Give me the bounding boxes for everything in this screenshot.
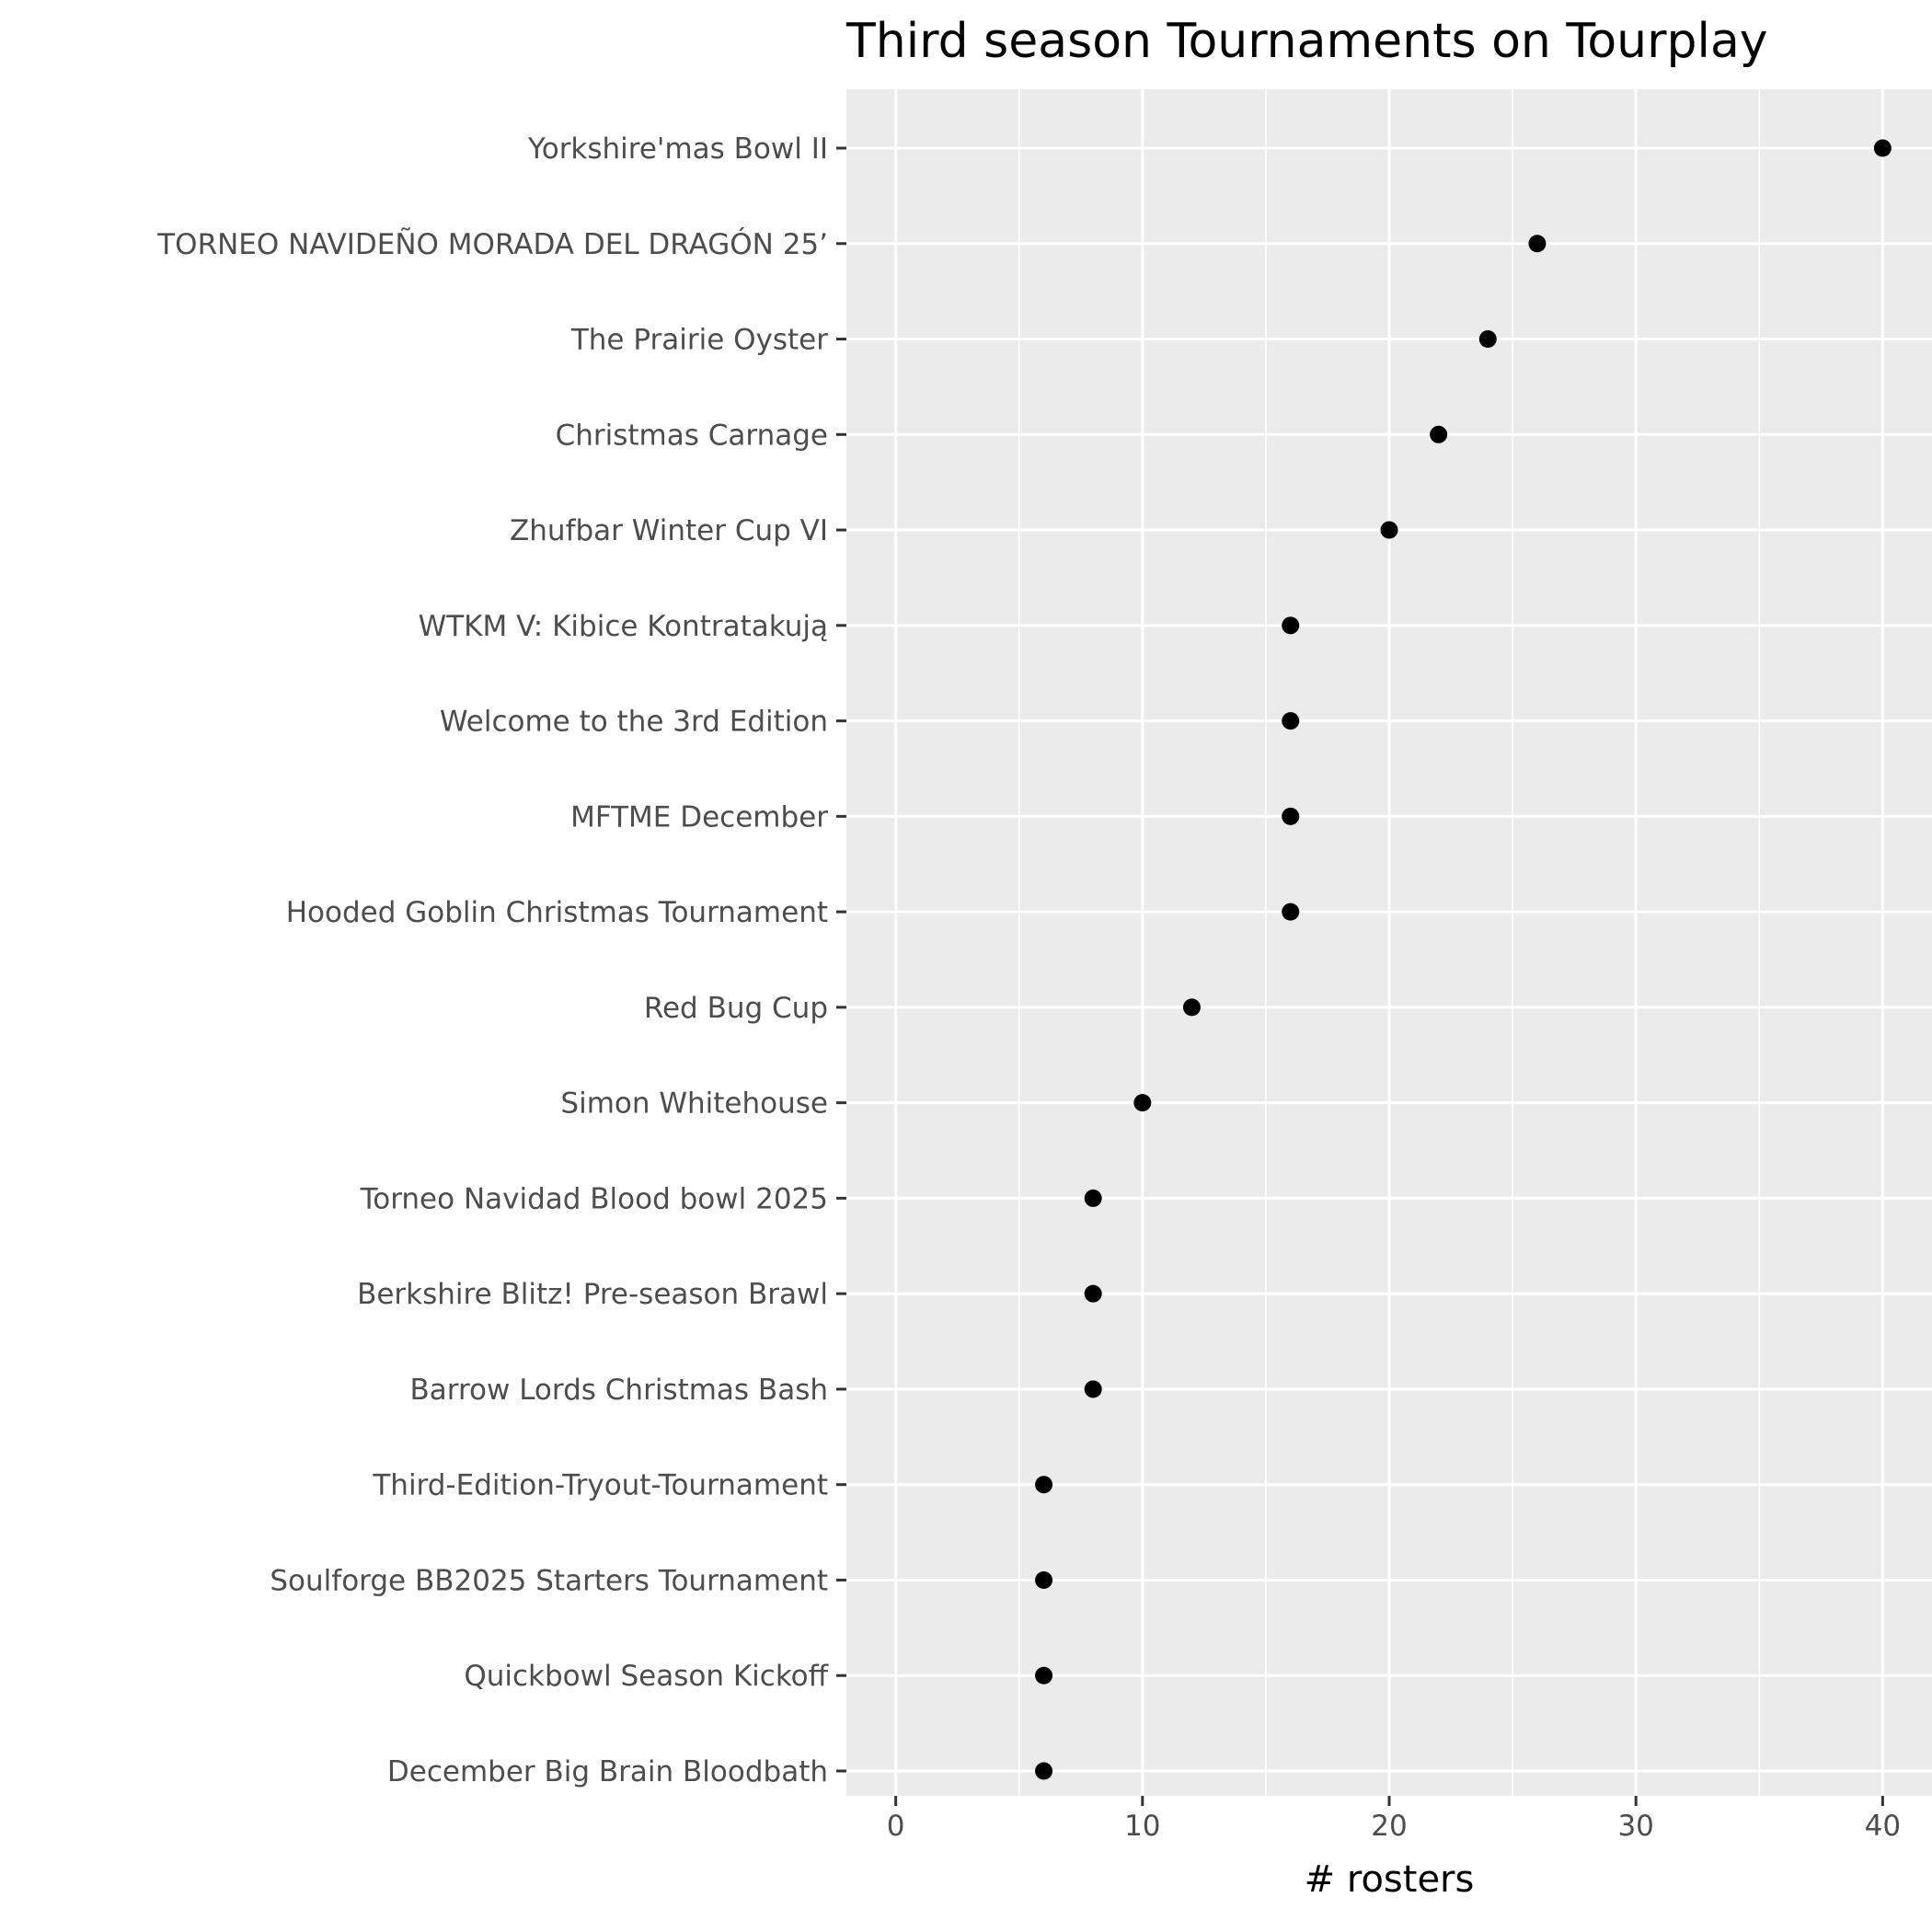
y-tick-label: Hooded Goblin Christmas Tournament <box>286 896 828 929</box>
y-tick-label: Quickbowl Season Kickoff <box>464 1660 828 1693</box>
data-point <box>1035 1666 1053 1685</box>
data-point <box>1035 1476 1053 1494</box>
y-tick-label: Red Bug Cup <box>644 992 828 1025</box>
x-tick-label: 30 <box>1617 1810 1653 1843</box>
data-point <box>1873 139 1892 157</box>
data-point <box>1035 1570 1053 1589</box>
y-tick-label: Third-Edition-Tryout-Tournament <box>372 1469 828 1502</box>
x-tick-label: 10 <box>1124 1810 1160 1843</box>
minor-gridlines <box>1018 89 1761 1796</box>
y-tick-label: Torneo Navidad Blood bowl 2025 <box>360 1182 828 1215</box>
y-tick-label: The Prairie Oyster <box>570 324 828 357</box>
y-tick-label: MFTME December <box>570 800 828 834</box>
y-tick-label: Berkshire Blitz! Pre-season Brawl <box>357 1278 828 1311</box>
y-tick-label: Yorkshire'mas Bowl II <box>527 132 828 166</box>
x-axis: 0 10 20 30 40 <box>887 1796 1901 1843</box>
x-tick-label: 0 <box>887 1810 905 1843</box>
data-point <box>1084 1284 1102 1303</box>
x-tick-label: 40 <box>1865 1810 1901 1843</box>
y-tick-label: Soulforge BB2025 Starters Tournament <box>270 1564 828 1597</box>
y-tick-label: TORNEO NAVIDEÑO MORADA DEL DRAGÓN 25’ <box>156 227 828 261</box>
y-tick-label: Christmas Carnage <box>556 419 828 452</box>
y-axis: Yorkshire'mas Bowl II TORNEO NAVIDEÑO MOR… <box>156 132 846 1788</box>
data-point <box>1182 998 1201 1017</box>
data-point <box>1282 807 1300 825</box>
major-gridlines <box>846 89 1932 1796</box>
y-tick-label: Welcome to the 3rd Edition <box>440 706 828 739</box>
data-point <box>1133 1094 1152 1112</box>
data-point <box>1478 330 1497 349</box>
data-point <box>1282 616 1300 635</box>
data-point <box>1084 1380 1102 1398</box>
data-point <box>1084 1189 1102 1207</box>
data-points <box>1035 139 1892 1780</box>
y-tick-label: WTKM V: Kibice Kontratakują <box>419 610 828 643</box>
y-tick-label: Barrow Lords Christmas Bash <box>410 1374 829 1407</box>
data-point <box>1380 521 1398 539</box>
y-tick-label: Zhufbar Winter Cup VI <box>510 514 828 547</box>
data-point <box>1528 235 1547 253</box>
data-point <box>1430 425 1448 443</box>
data-point <box>1035 1762 1053 1780</box>
x-axis-title: # rosters <box>1305 1858 1475 1901</box>
y-tick-label: Simon Whitehouse <box>560 1087 828 1121</box>
data-point <box>1282 712 1300 730</box>
x-tick-label: 20 <box>1371 1810 1407 1843</box>
y-tick-label: December Big Brain Bloodbath <box>387 1755 828 1788</box>
data-point <box>1282 903 1300 921</box>
chart-title: Third season Tournaments on Tourplay <box>845 14 1768 69</box>
